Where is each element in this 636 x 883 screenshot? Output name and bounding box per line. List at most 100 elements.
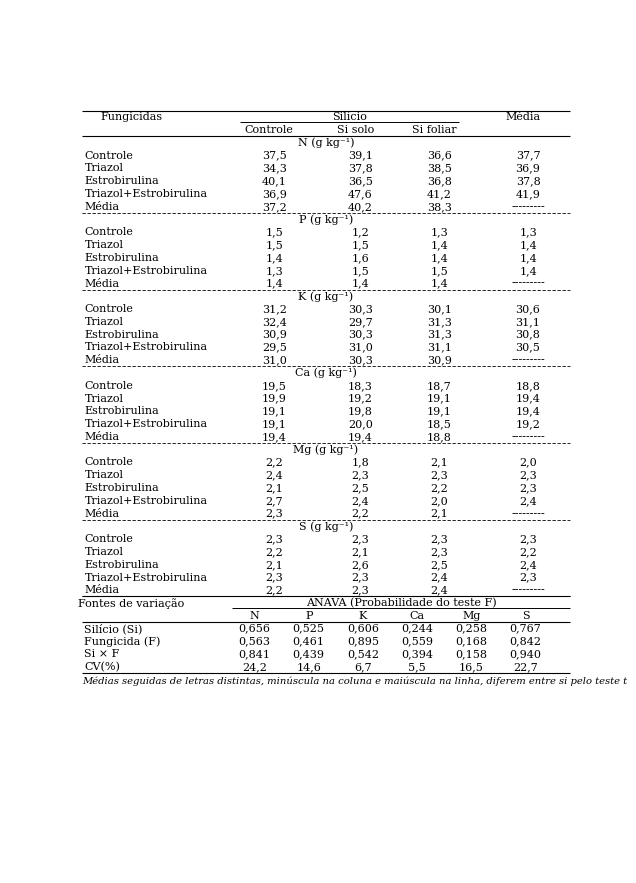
Text: 29,5: 29,5: [262, 343, 287, 352]
Text: Estrobirulina: Estrobirulina: [85, 406, 159, 417]
Text: Estrobirulina: Estrobirulina: [85, 177, 159, 186]
Text: 31,1: 31,1: [427, 343, 452, 352]
Text: 5,5: 5,5: [408, 662, 426, 672]
Text: 0,841: 0,841: [238, 649, 270, 660]
Text: Triazol+Estrobirulina: Triazol+Estrobirulina: [85, 266, 207, 275]
Text: 2,2: 2,2: [352, 509, 370, 518]
Text: 2,3: 2,3: [265, 509, 283, 518]
Text: ---------: ---------: [511, 355, 545, 366]
Text: K (g kg⁻¹): K (g kg⁻¹): [298, 291, 354, 302]
Text: 32,4: 32,4: [262, 317, 287, 327]
Text: 16,5: 16,5: [459, 662, 484, 672]
Text: ANAVA (Probabilidade do teste F): ANAVA (Probabilidade do teste F): [306, 598, 497, 608]
Text: 34,3: 34,3: [262, 163, 287, 173]
Text: 18,8: 18,8: [516, 381, 541, 391]
Text: ---------: ---------: [511, 202, 545, 212]
Text: Controle: Controle: [85, 304, 134, 314]
Text: 1,4: 1,4: [352, 278, 370, 289]
Text: 0,656: 0,656: [238, 623, 270, 634]
Text: 0,244: 0,244: [401, 623, 433, 634]
Text: 19,4: 19,4: [262, 432, 287, 442]
Text: Triazol+Estrobirulina: Triazol+Estrobirulina: [85, 189, 207, 199]
Text: Silício: Silício: [332, 112, 367, 123]
Text: 36,5: 36,5: [348, 177, 373, 186]
Text: 1,5: 1,5: [265, 228, 283, 238]
Text: ---------: ---------: [511, 509, 545, 518]
Text: 36,8: 36,8: [427, 177, 452, 186]
Text: 19,4: 19,4: [516, 394, 541, 404]
Text: K: K: [359, 611, 367, 621]
Text: 0,606: 0,606: [347, 623, 379, 634]
Text: 37,8: 37,8: [348, 163, 373, 173]
Text: 1,4: 1,4: [519, 266, 537, 275]
Text: Fungicida (F): Fungicida (F): [85, 636, 161, 646]
Text: 22,7: 22,7: [513, 662, 538, 672]
Text: Média: Média: [85, 278, 120, 289]
Text: 2,3: 2,3: [265, 572, 283, 583]
Text: CV(%): CV(%): [85, 662, 120, 672]
Text: Ca: Ca: [410, 611, 425, 621]
Text: 18,8: 18,8: [427, 432, 452, 442]
Text: 2,3: 2,3: [352, 572, 370, 583]
Text: 31,2: 31,2: [262, 304, 287, 314]
Text: 2,1: 2,1: [265, 483, 283, 493]
Text: 1,5: 1,5: [431, 266, 448, 275]
Text: 2,3: 2,3: [519, 534, 537, 544]
Text: 2,7: 2,7: [265, 496, 283, 506]
Text: 0,767: 0,767: [509, 623, 541, 634]
Text: Controle: Controle: [85, 381, 134, 391]
Text: 24,2: 24,2: [242, 662, 267, 672]
Text: 1,4: 1,4: [519, 253, 537, 263]
Text: 18,5: 18,5: [427, 419, 452, 429]
Text: 1,4: 1,4: [519, 240, 537, 250]
Text: 36,9: 36,9: [262, 189, 287, 199]
Text: 1,2: 1,2: [352, 228, 370, 238]
Text: Si solo: Si solo: [337, 125, 374, 135]
Text: Triazol+Estrobirulina: Triazol+Estrobirulina: [85, 572, 207, 583]
Text: 30,1: 30,1: [427, 304, 452, 314]
Text: 1,3: 1,3: [519, 228, 537, 238]
Text: 36,6: 36,6: [427, 151, 452, 161]
Text: 2,1: 2,1: [352, 547, 370, 557]
Text: 1,4: 1,4: [265, 278, 283, 289]
Text: 30,5: 30,5: [516, 343, 541, 352]
Text: 20,0: 20,0: [348, 419, 373, 429]
Text: ---------: ---------: [511, 432, 545, 442]
Text: P: P: [305, 611, 312, 621]
Text: 2,1: 2,1: [265, 560, 283, 570]
Text: Si × F: Si × F: [85, 649, 120, 660]
Text: Triazol+Estrobirulina: Triazol+Estrobirulina: [85, 343, 207, 352]
Text: 19,8: 19,8: [348, 406, 373, 417]
Text: 2,2: 2,2: [265, 585, 283, 595]
Text: 0,895: 0,895: [347, 637, 379, 646]
Text: 37,7: 37,7: [516, 151, 541, 161]
Text: Ca (g kg⁻¹): Ca (g kg⁻¹): [295, 367, 357, 378]
Text: 1,5: 1,5: [352, 240, 370, 250]
Text: Estrobirulina: Estrobirulina: [85, 560, 159, 570]
Text: 2,5: 2,5: [431, 560, 448, 570]
Text: Fontes de variação: Fontes de variação: [78, 598, 184, 608]
Text: 30,9: 30,9: [262, 329, 287, 340]
Text: 1,4: 1,4: [431, 253, 448, 263]
Text: 2,3: 2,3: [265, 534, 283, 544]
Text: 2,4: 2,4: [519, 560, 537, 570]
Text: 2,3: 2,3: [431, 547, 448, 557]
Text: 40,2: 40,2: [348, 202, 373, 212]
Text: 2,4: 2,4: [431, 585, 448, 595]
Text: 2,2: 2,2: [265, 547, 283, 557]
Text: 38,5: 38,5: [427, 163, 452, 173]
Text: 19,2: 19,2: [348, 394, 373, 404]
Text: Mg (g kg⁻¹): Mg (g kg⁻¹): [293, 444, 359, 455]
Text: 39,1: 39,1: [348, 151, 373, 161]
Text: 19,9: 19,9: [262, 394, 287, 404]
Text: Médias seguidas de letras distintas, minúscula na coluna e maiúscula na linha, d: Médias seguidas de letras distintas, min…: [82, 676, 627, 686]
Text: Triazol: Triazol: [85, 317, 123, 327]
Text: 30,3: 30,3: [348, 355, 373, 366]
Text: 37,8: 37,8: [516, 177, 541, 186]
Text: 30,3: 30,3: [348, 329, 373, 340]
Text: 0,394: 0,394: [401, 649, 433, 660]
Text: 37,5: 37,5: [262, 151, 287, 161]
Text: Triazol: Triazol: [85, 240, 123, 250]
Text: 41,9: 41,9: [516, 189, 541, 199]
Text: Controle: Controle: [85, 151, 134, 161]
